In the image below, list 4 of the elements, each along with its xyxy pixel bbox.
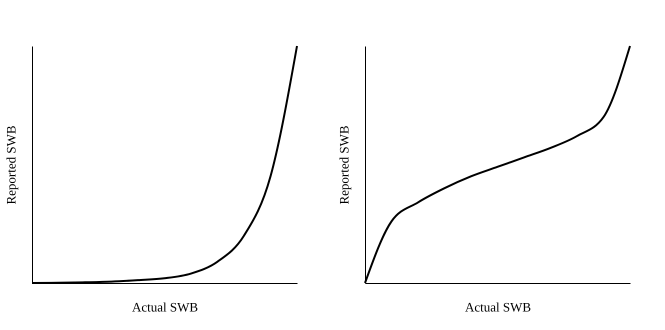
x-axis-title: Actual SWB	[132, 300, 198, 314]
y-axis-title: Reported SWB	[336, 125, 352, 205]
y-axis-title: Reported SWB	[4, 125, 18, 205]
x-axis-title: Actual SWB	[464, 300, 532, 314]
